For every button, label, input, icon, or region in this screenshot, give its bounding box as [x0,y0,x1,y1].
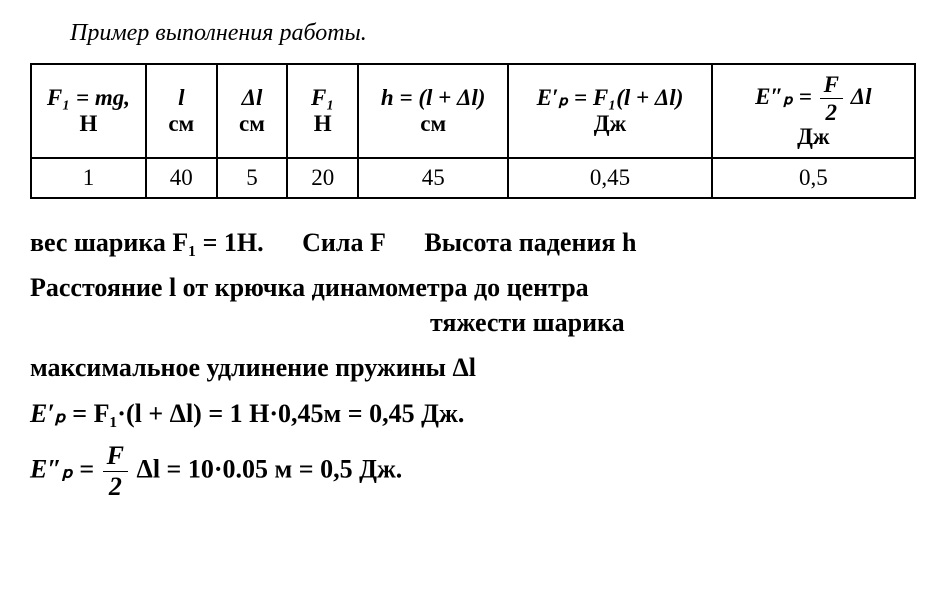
col-header-line1: h = (l + Δl) [381,85,486,110]
eq2-result: 0,5 Дж. [320,455,402,484]
col-header-l: l см [146,64,217,158]
frac-num: F [820,73,843,99]
fraction: F2 [820,73,843,124]
col-header-ep2: E″ₚ = F2 Δl Дж [712,64,915,158]
example-heading: Пример выполнения работы. [70,20,916,47]
eq1-lhs: E′ₚ [30,399,66,428]
col-header-f1mg: F₁ = mg, Н [31,64,146,158]
fraction: F2 [103,443,128,500]
table-cell: 45 [358,158,508,198]
eq2-lhs: E″ₚ [30,455,73,484]
eq1-result: 0,45 Дж. [369,399,464,428]
col-header-line2: Дж [594,111,627,136]
col-header-dl: Δl см [217,64,288,158]
col-header-line1: Δl [242,85,263,110]
text-line-3: максимальное удлинение пружины Δl [30,350,916,385]
data-table: F₁ = mg, Н l см Δl см F₁ Н h = (l + Δl) … [30,63,916,199]
col-header-suffix: Δl [845,83,872,108]
table-header-row: F₁ = mg, Н l см Δl см F₁ Н h = (l + Δl) … [31,64,915,158]
col-header-prefix: E″ₚ = [755,83,818,108]
eq1-mid: = F₁·(l + Δl) = 1 Н·0,45м = [66,399,369,428]
col-header-ep1: E′ₚ = F₁(l + Δl) Дж [508,64,711,158]
text-line-1: вес шарика F₁ = 1Н. Сила F Высота падени… [30,225,916,260]
col-header-line1: E′ₚ = F₁(l + Δl) [537,85,684,110]
equation-1: E′ₚ = F₁·(l + Δl) = 1 Н·0,45м = 0,45 Дж. [30,399,916,429]
table-cell: 5 [217,158,288,198]
table-cell: 0,45 [508,158,711,198]
equation-2: E″ₚ = F2 Δl = 10·0.05 м = 0,5 Дж. [30,443,916,500]
table-cell: 20 [287,158,358,198]
col-header-f1: F₁ Н [287,64,358,158]
col-header-line2: см [239,111,265,136]
text-1a: вес шарика F₁ = 1Н. [30,228,264,257]
text-1c: Высота падения h [424,228,636,257]
col-header-line1: F₁ [311,85,334,110]
frac-den: 2 [103,472,128,500]
text-1b: Сила F [302,228,386,257]
text-2: Расстояние l от крючка динамометра до це… [30,273,589,302]
col-header-line1: F₁ = mg, [47,85,130,110]
text-line-2: Расстояние l от крючка динамометра до це… [30,270,916,340]
frac-den: 2 [820,99,843,124]
col-header-line1: l [178,85,184,110]
col-header-line2: см [420,111,446,136]
eq2-after: Δl = 10·0.05 м = [130,455,320,484]
text-3: максимальное удлинение пружины Δl [30,353,476,382]
col-header-line2: Н [80,111,98,136]
col-header-line2: см [168,111,194,136]
table-row: 1 40 5 20 45 0,45 0,5 [31,158,915,198]
col-header-line2: Н [314,111,332,136]
table-cell: 1 [31,158,146,198]
col-header-h: h = (l + Δl) см [358,64,508,158]
frac-num: F [103,443,128,472]
col-header-line2: Дж [797,124,830,149]
text-2b: тяжести шарика [430,305,625,340]
eq2-before: = [73,455,101,484]
table-cell: 0,5 [712,158,915,198]
table-cell: 40 [146,158,217,198]
